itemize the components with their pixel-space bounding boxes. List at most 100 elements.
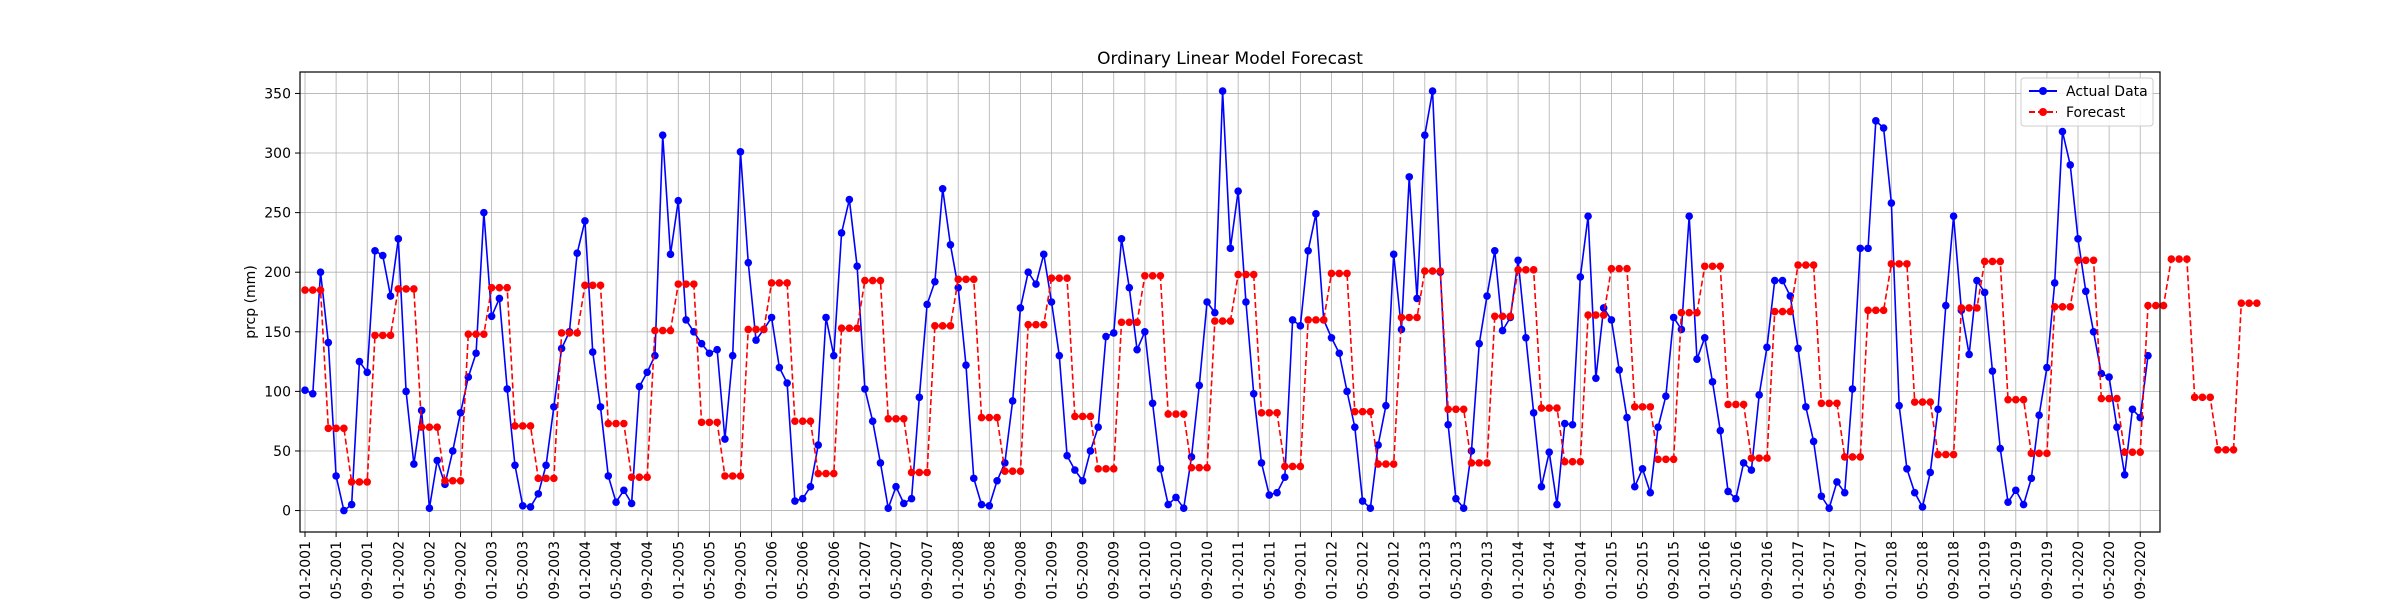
data-point xyxy=(993,413,1001,422)
x-tick-label: 09-2012 xyxy=(1387,541,1403,600)
data-point xyxy=(1008,397,1017,405)
data-point xyxy=(340,506,348,515)
legend: Actual Data Forecast xyxy=(2020,77,2154,127)
x-tick-label: 01-2007 xyxy=(858,541,874,600)
data-point xyxy=(1700,262,1709,271)
data-point xyxy=(324,424,333,433)
data-point xyxy=(394,285,403,293)
data-point xyxy=(565,329,574,337)
data-point xyxy=(1483,292,1491,300)
data-point xyxy=(845,195,854,204)
data-point xyxy=(1218,87,1227,95)
series-layer xyxy=(301,87,2261,515)
x-tick-label: 09-2013 xyxy=(1480,541,1496,600)
series-line xyxy=(304,90,2149,512)
data-point xyxy=(1770,307,1779,316)
data-point xyxy=(402,285,410,293)
data-point xyxy=(464,330,473,338)
data-point xyxy=(2253,299,2261,307)
data-point xyxy=(962,275,970,284)
data-point xyxy=(386,292,395,300)
data-point xyxy=(1117,235,1126,243)
data-point xyxy=(1265,409,1274,417)
data-point xyxy=(1133,345,1141,354)
data-point xyxy=(1327,333,1336,342)
data-point xyxy=(892,414,900,423)
data-point xyxy=(651,351,659,360)
x-tick-label: 05-2014 xyxy=(1542,541,1558,600)
data-point xyxy=(736,472,745,480)
data-point xyxy=(1973,276,1981,285)
data-point xyxy=(1296,322,1305,330)
data-point xyxy=(1747,466,1756,474)
data-point xyxy=(503,385,511,393)
data-point xyxy=(1514,256,1522,265)
data-point xyxy=(1662,392,1670,400)
data-point xyxy=(1436,267,1445,275)
x-tick-label: 01-2001 xyxy=(298,541,314,600)
data-point xyxy=(1319,316,1328,324)
data-point xyxy=(1078,412,1087,421)
data-point xyxy=(1195,463,1204,472)
data-point xyxy=(822,313,830,322)
data-point xyxy=(2066,302,2075,311)
data-point xyxy=(1942,450,1950,459)
data-point xyxy=(581,217,589,225)
data-point xyxy=(1840,453,1849,461)
data-point xyxy=(2089,256,2098,265)
data-point xyxy=(448,447,457,455)
data-point xyxy=(1926,468,1935,477)
data-point xyxy=(666,326,675,335)
data-point xyxy=(1389,250,1398,259)
data-point xyxy=(1763,454,1771,462)
data-point xyxy=(798,417,807,425)
data-point xyxy=(635,473,644,481)
legend-marker-actual xyxy=(2039,87,2047,95)
x-tick-label: 05-2007 xyxy=(889,541,905,600)
data-point xyxy=(1102,332,1110,341)
data-point xyxy=(1949,450,1958,459)
data-point xyxy=(861,276,869,285)
series-actual xyxy=(301,87,2152,515)
x-tick-label: 05-2010 xyxy=(1169,541,1185,600)
data-point xyxy=(557,344,566,353)
data-point xyxy=(1677,325,1686,334)
data-point xyxy=(1071,412,1079,421)
data-point xyxy=(1156,465,1165,473)
data-point xyxy=(1825,504,1833,512)
data-point xyxy=(518,501,527,510)
data-point xyxy=(2074,235,2082,243)
data-point xyxy=(791,497,799,505)
data-point xyxy=(1560,457,1569,466)
data-point xyxy=(1739,459,1748,467)
data-point xyxy=(2245,299,2253,307)
series-line xyxy=(305,258,2257,483)
data-point xyxy=(1685,308,1693,317)
data-point xyxy=(2229,445,2238,454)
data-point xyxy=(2120,470,2129,479)
data-point xyxy=(1879,124,1888,132)
x-tick-label: 05-2018 xyxy=(1915,541,1931,600)
data-point xyxy=(425,423,434,431)
x-tick-label: 09-2010 xyxy=(1200,541,1216,600)
data-point xyxy=(1039,250,1048,259)
data-point xyxy=(1304,316,1312,324)
data-point xyxy=(1568,420,1577,429)
data-point xyxy=(1568,457,1577,466)
data-point xyxy=(363,478,372,486)
data-point xyxy=(1366,504,1375,512)
data-point xyxy=(2167,255,2176,263)
x-tick-label: 05-2017 xyxy=(1822,541,1838,600)
x-tick-label: 01-2013 xyxy=(1418,541,1434,600)
data-point xyxy=(503,283,511,292)
data-point xyxy=(1281,473,1289,481)
data-point xyxy=(1413,313,1421,322)
data-point xyxy=(1910,488,1919,497)
data-point xyxy=(1203,463,1211,472)
data-point xyxy=(1895,260,1903,268)
data-point xyxy=(1187,453,1196,461)
data-point xyxy=(697,339,706,348)
x-tick-label: 09-2002 xyxy=(454,541,470,600)
data-point xyxy=(1980,257,1989,266)
data-point xyxy=(814,469,823,478)
